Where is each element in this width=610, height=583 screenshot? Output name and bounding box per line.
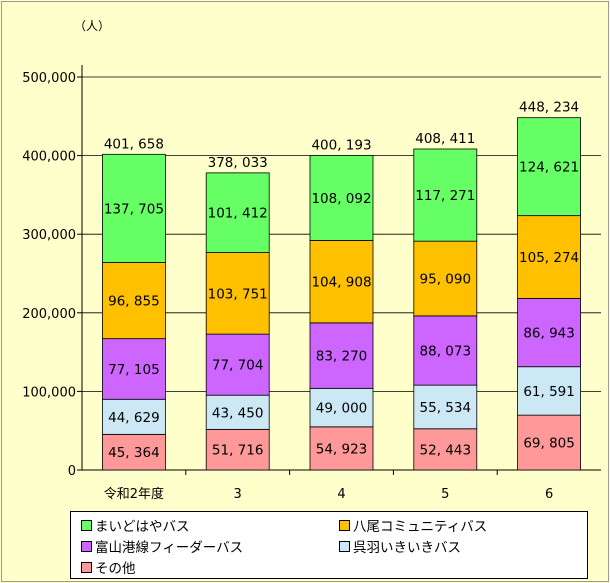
y-tick-labels: 0 100,000 200,000 300,000 400,000 500,000 [22, 71, 76, 479]
total-label: 378, 033 [208, 155, 268, 171]
data-label: 137, 705 [104, 201, 164, 217]
data-label: 101, 412 [208, 206, 268, 222]
data-label: 61, 591 [523, 384, 575, 400]
data-label: 103, 751 [208, 286, 268, 302]
x-tick-label: 令和2年度 [104, 486, 164, 502]
y-tick-label: 100,000 [22, 385, 76, 400]
total-label: 400, 193 [311, 137, 371, 153]
bar-segment [517, 366, 581, 416]
data-label: 86, 943 [523, 326, 575, 342]
bar-segment [413, 148, 478, 242]
x-tick-label: 6 [545, 487, 553, 502]
y-tick-label: 300,000 [22, 228, 76, 243]
y-tick-label: 500,000 [22, 71, 76, 86]
bar-segment [102, 433, 166, 471]
data-label: 45, 364 [108, 445, 160, 461]
total-labels: 401, 658 378, 033 400, 193 408, 411 448, 234 [104, 100, 579, 171]
y-tick-label: 200,000 [22, 307, 76, 322]
data-label: 105, 274 [519, 250, 579, 266]
legend-label: 呉羽いきいきバス [353, 540, 461, 556]
data-label: 55, 534 [420, 400, 472, 416]
data-label: 52, 443 [420, 442, 472, 458]
data-label: 51, 716 [212, 443, 264, 459]
bar-segment [413, 240, 478, 317]
total-label: 401, 658 [104, 136, 164, 152]
x-tick-label: 4 [337, 487, 345, 502]
data-label: 43, 450 [212, 405, 264, 421]
data-label: 96, 855 [108, 294, 160, 310]
bars [102, 117, 581, 471]
data-label: 95, 090 [420, 272, 472, 288]
legend-swatch [339, 519, 350, 531]
bar-segment [517, 414, 581, 471]
total-label: 448, 234 [519, 100, 579, 116]
data-label: 69, 805 [523, 436, 575, 452]
legend-swatch [81, 561, 92, 573]
data-label: 49, 000 [316, 401, 368, 417]
x-tick-labels: 令和2年度 3 4 5 6 [104, 486, 553, 502]
legend-label: 富山港線フィーダーバス [95, 540, 244, 556]
data-label: 44, 629 [108, 410, 160, 426]
data-label: 104, 908 [311, 275, 371, 291]
bar-segment [413, 428, 478, 471]
bar-segment [309, 240, 374, 324]
bar-segment [309, 322, 374, 389]
data-label: 77, 105 [108, 362, 160, 378]
data-label: 54, 923 [316, 441, 368, 457]
data-labels: 45, 364 44, 629 77, 105 96, 855 137, 705 51, … [104, 160, 579, 462]
bar-segment [309, 387, 374, 428]
bar-segment [102, 398, 166, 435]
legend-item: まいどはやバス [81, 515, 190, 535]
y-axis-unit-label: （人） [74, 19, 110, 33]
y-tick-label: 400,000 [22, 150, 76, 165]
legend-swatch [81, 540, 92, 552]
bar-segment [517, 297, 581, 368]
bar-segment [413, 315, 478, 386]
legend-item: その他 [81, 557, 136, 577]
legend-swatch [81, 519, 92, 531]
bar-segment [205, 252, 270, 335]
legend-item: 富山港線フィーダーバス [81, 536, 243, 556]
data-label: 124, 621 [519, 160, 579, 176]
legend-swatch [339, 540, 350, 552]
x-tick-label: 5 [441, 487, 449, 502]
legend-item: 呉羽いきいきバス [339, 536, 461, 556]
data-label: 108, 092 [311, 191, 371, 207]
data-label: 77, 704 [212, 358, 264, 374]
stacked-bar-chart: 0 100,000 200,000 300,000 400,000 500,000 令和2… [22, 19, 601, 502]
bar-segment [517, 117, 581, 217]
legend: まいどはやバス 八尾コミュニティバス富山港線フィーダーバス 呉羽いきいきバスその他 [70, 511, 588, 579]
data-label: 88, 073 [420, 344, 472, 360]
legend-item: 八尾コミュニティバス [339, 515, 487, 535]
bar-segment [517, 215, 581, 299]
bar-segment [102, 262, 166, 340]
bar-segment [205, 428, 270, 471]
total-label: 408, 411 [415, 131, 475, 147]
bar-segment [413, 384, 478, 430]
data-label: 117, 271 [415, 188, 475, 204]
x-tick-label: 3 [234, 487, 242, 502]
bar-segment [102, 153, 166, 263]
data-label: 83, 270 [316, 349, 368, 365]
legend-label: その他 [95, 561, 136, 577]
bar-segment [309, 155, 374, 241]
y-tick-label: 0 [68, 464, 76, 479]
bar-segment [205, 172, 270, 253]
bar-segment [102, 338, 166, 400]
legend-label: 八尾コミュニティバス [353, 519, 488, 535]
legend-label: まいどはやバス [95, 519, 190, 535]
bar-segment [205, 333, 270, 396]
